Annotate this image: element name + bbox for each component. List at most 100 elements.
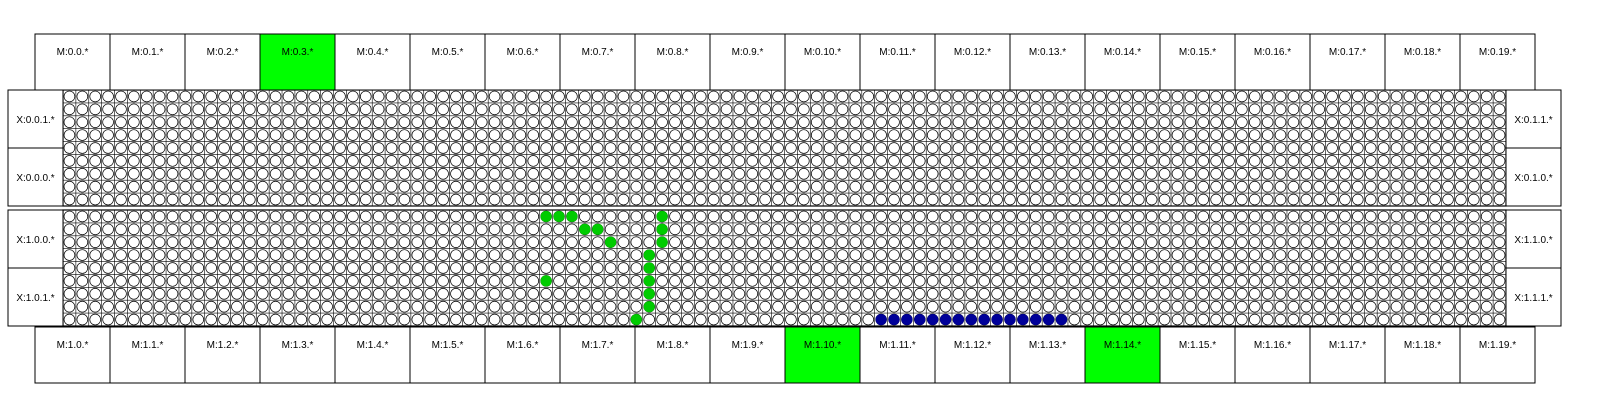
- bottom-module-cell: [484, 326, 561, 384]
- bottom-module-label: M:1.4.*: [357, 340, 389, 351]
- top-module-label: M:0.3.*: [282, 47, 314, 58]
- top-module-cell: [1234, 33, 1311, 91]
- x-label-box: [1505, 267, 1562, 327]
- green-node: [630, 313, 642, 326]
- top-module-cell: [334, 33, 411, 91]
- bottom-module-cell: [859, 326, 936, 384]
- x-label-box: [7, 209, 64, 269]
- bottom-module-label: M:1.17.*: [1329, 340, 1366, 351]
- top-module-cell: [1459, 33, 1536, 91]
- bottom-module-cell: [1309, 326, 1386, 384]
- top-module-cell: [709, 33, 786, 91]
- x-label: X:0.0.0.*: [16, 173, 54, 184]
- grid-block-0: [62, 89, 1507, 207]
- x-label-box: [1505, 147, 1562, 207]
- bottom-module-label: M:1.9.*: [732, 340, 764, 351]
- bottom-module-cell: [934, 326, 1011, 384]
- top-module-cell: [1309, 33, 1386, 91]
- top-module-label: M:0.13.*: [1029, 47, 1066, 58]
- bottom-module-cell: [784, 326, 861, 384]
- x-label: X:0.1.0.*: [1514, 173, 1552, 184]
- top-module-cell: [559, 33, 636, 91]
- green-node: [566, 210, 578, 223]
- blue-node: [914, 313, 926, 326]
- blue-node: [952, 313, 965, 326]
- bottom-module-cell: [1084, 326, 1161, 384]
- active-nodes: [540, 210, 1068, 326]
- top-module-label: M:0.6.*: [507, 47, 539, 58]
- top-module-cell: [1384, 33, 1461, 91]
- bottom-module-label: M:1.19.*: [1479, 340, 1516, 351]
- green-node: [579, 223, 591, 235]
- bottom-module-cell: [634, 326, 711, 384]
- top-module-label: M:0.5.*: [432, 47, 464, 58]
- top-module-label: M:0.18.*: [1404, 47, 1441, 58]
- top-module-label: M:0.7.*: [582, 47, 614, 58]
- bottom-module-cell: [1159, 326, 1236, 384]
- x-label: X:0.1.1.*: [1514, 115, 1552, 126]
- blue-node: [1055, 313, 1068, 326]
- blue-node: [1030, 313, 1042, 326]
- top-module-label: M:0.9.*: [732, 47, 764, 58]
- bottom-module-label: M:1.11.*: [879, 340, 916, 351]
- green-node: [592, 223, 604, 235]
- top-module-cell: [484, 33, 561, 91]
- top-module-label: M:0.14.*: [1104, 47, 1141, 58]
- blue-node: [875, 313, 887, 326]
- x-label: X:1.1.0.*: [1514, 235, 1552, 246]
- top-module-label: M:0.0.*: [57, 47, 89, 58]
- bottom-module-label: M:1.3.*: [282, 340, 314, 351]
- bottom-module-cell: [1009, 326, 1086, 384]
- blue-node: [1004, 313, 1016, 326]
- top-module-cell: [34, 33, 111, 91]
- bottom-module-cell: [334, 326, 411, 384]
- bottom-module-label: M:1.13.*: [1029, 340, 1066, 351]
- top-module-label: M:0.8.*: [657, 47, 689, 58]
- x-label: X:0.0.1.*: [16, 115, 54, 126]
- x-side-labels: X:0.0.1.* X:0.0.0.* X:0.1.1.* X:0.1.0.* X:1.…: [7, 89, 1562, 327]
- green-node: [656, 223, 668, 235]
- green-node: [643, 301, 655, 313]
- x-label: X:1.0.0.*: [16, 235, 54, 246]
- top-module-label: M:0.2.*: [207, 47, 239, 58]
- bottom-module-cell: [409, 326, 486, 384]
- top-module-label: M:0.1.*: [132, 47, 164, 58]
- green-node: [540, 275, 552, 287]
- top-module-cell: [109, 33, 186, 91]
- green-node: [656, 210, 668, 223]
- top-module-label: M:0.15.*: [1179, 47, 1216, 58]
- green-node: [643, 288, 655, 300]
- top-module-cell: [934, 33, 1011, 91]
- bottom-module-cell: [1459, 326, 1536, 384]
- green-node: [540, 210, 552, 223]
- x-label: X:1.0.1.*: [16, 293, 54, 304]
- top-module-cell: [1009, 33, 1086, 91]
- x-label: X:1.1.1.*: [1514, 293, 1552, 304]
- green-node: [643, 275, 655, 287]
- bottom-module-label: M:1.6.*: [507, 340, 539, 351]
- green-node: [643, 262, 655, 274]
- top-module-cell: [1159, 33, 1236, 91]
- bottom-module-label: M:1.5.*: [432, 340, 464, 351]
- blue-node: [965, 313, 977, 326]
- bottom-module-label: M:1.16.*: [1254, 340, 1291, 351]
- bottom-module-cell: [1384, 326, 1461, 384]
- blue-node: [901, 313, 913, 326]
- bottom-module-label: M:1.7.*: [582, 340, 614, 351]
- bottom-module-cell: [1234, 326, 1311, 384]
- bottom-module-cell: [709, 326, 786, 384]
- bottom-module-label: M:1.12.*: [954, 340, 991, 351]
- bottom-module-label: M:1.8.*: [657, 340, 689, 351]
- top-module-label: M:0.19.*: [1479, 47, 1516, 58]
- bottom-module-cell: [259, 326, 336, 384]
- bottom-module-cell: [109, 326, 186, 384]
- bottom-module-row: M:1.0.* M:1.1.* M:1.2.* M:1.3.* M:1.4.* M:1.5…: [34, 326, 1536, 384]
- bottom-module-label: M:1.18.*: [1404, 340, 1441, 351]
- top-module-label: M:0.10.*: [804, 47, 841, 58]
- bottom-module-label: M:1.2.*: [207, 340, 239, 351]
- node-grid: [62, 89, 1507, 327]
- top-module-cell: [859, 33, 936, 91]
- x-label-box: [7, 267, 64, 327]
- bottom-module-cell: [34, 326, 111, 384]
